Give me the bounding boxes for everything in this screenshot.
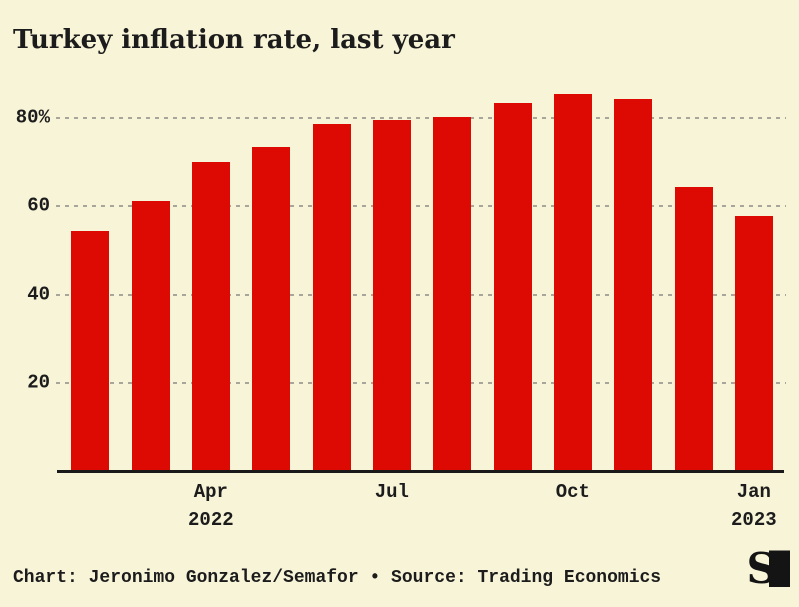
y-tick-label-60: 60: [27, 194, 50, 217]
x-tick-month: Jan: [736, 481, 771, 503]
x-tick-month: Oct: [555, 481, 590, 503]
x-tick-year: 2022: [188, 508, 234, 531]
x-tick-month: Jul: [374, 481, 409, 503]
bar-sep-2022: [493, 102, 532, 471]
x-tick-label-jul: Jul: [375, 481, 409, 505]
logo-s-glyph: S: [749, 550, 777, 588]
bar-may-2022: [252, 146, 291, 471]
plot-area: [56, 74, 786, 471]
bar-apr-2022: [191, 162, 230, 471]
x-tick-year: 2023: [731, 508, 777, 531]
bar-jun-2022: [312, 124, 351, 471]
logo-flag-block: [769, 550, 790, 587]
x-tick-label-oct: Oct: [556, 481, 590, 505]
bar-aug-2022: [433, 117, 472, 471]
bar-feb-2022: [71, 231, 110, 471]
gridline-60: [56, 205, 786, 208]
x-axis-labels: Apr 2022 Jul Oct Jan 2023: [60, 481, 784, 533]
y-tick-label-80: 80%: [15, 106, 50, 129]
bar-nov-2022: [614, 98, 653, 471]
gridline-20: [56, 381, 786, 384]
y-axis-labels: 20 40 60 80%: [0, 74, 50, 471]
chart-title: Turkey inflation rate, last year: [13, 25, 455, 55]
y-tick-label-20: 20: [27, 371, 50, 394]
bar-jan-2023: [734, 216, 773, 471]
x-axis-line: [57, 470, 784, 473]
bar-mar-2022: [131, 201, 170, 471]
x-tick-month: Apr: [193, 481, 228, 503]
bar-jul-2022: [372, 119, 411, 471]
x-tick-label-apr: Apr 2022: [188, 481, 234, 533]
y-tick-label-40: 40: [27, 283, 50, 306]
gridline-80: [56, 117, 786, 120]
bar-oct-2022: [553, 93, 592, 471]
credit-line: Chart: Jeronimo Gonzalez/Semafor • Sourc…: [13, 568, 662, 588]
gridline-40: [56, 293, 786, 296]
semafor-logo-icon: S: [747, 544, 790, 593]
bar-dec-2022: [674, 187, 713, 471]
x-tick-label-jan: Jan 2023: [731, 481, 777, 533]
